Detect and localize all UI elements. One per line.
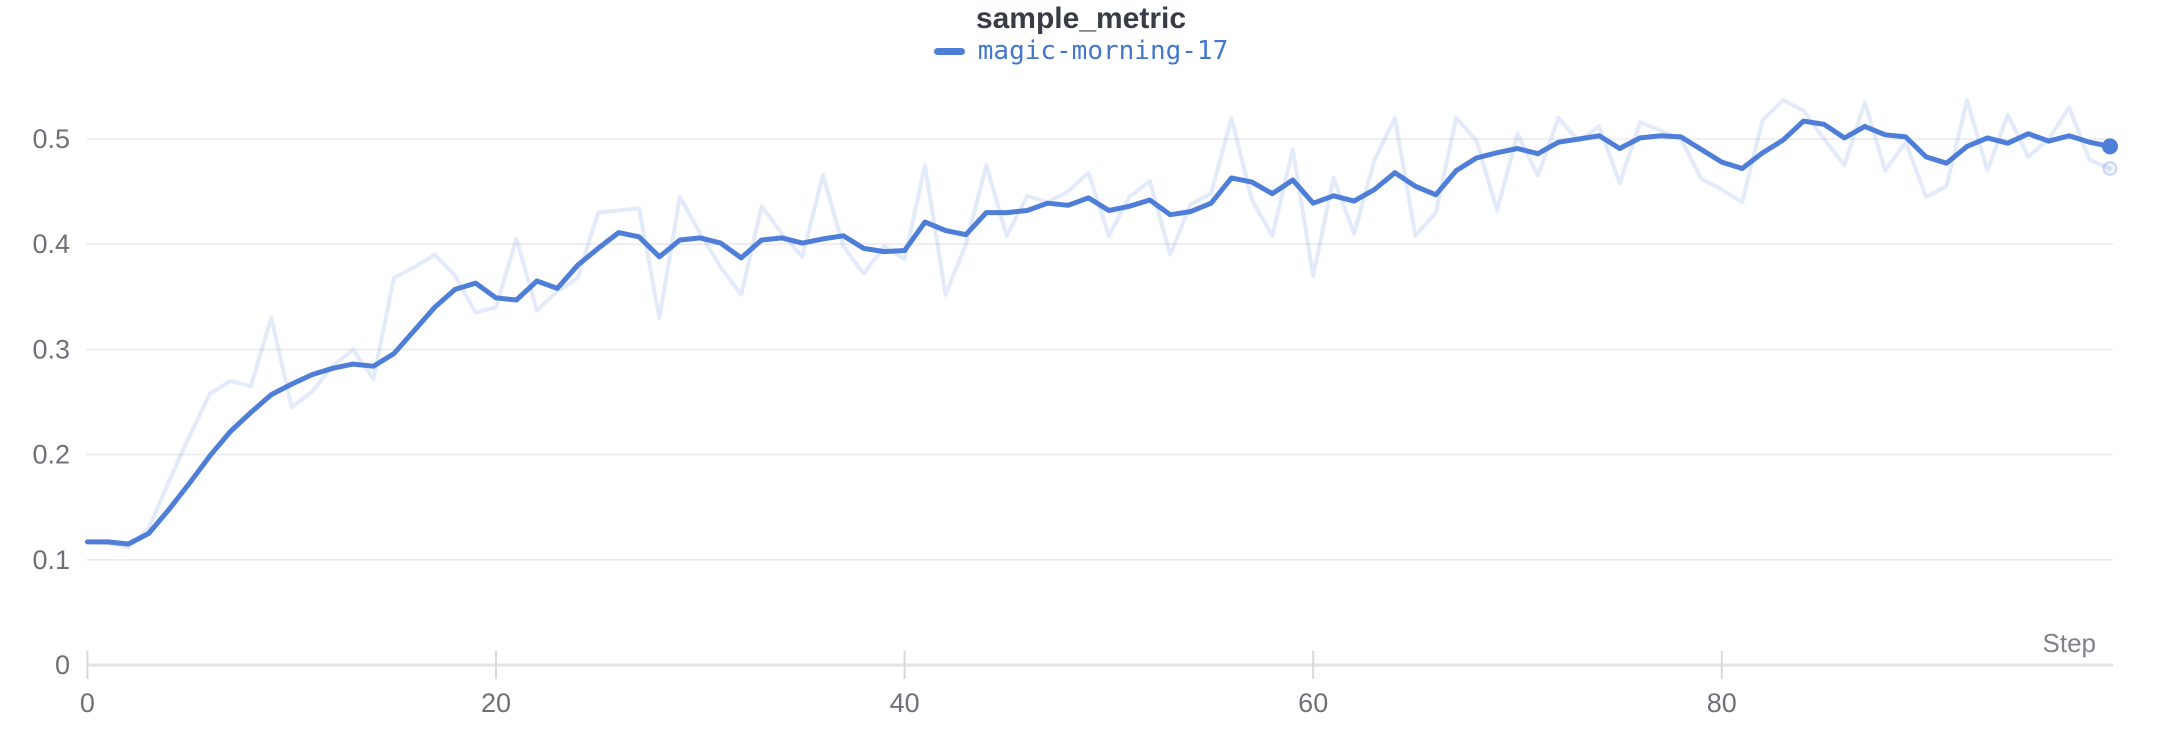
y-tick-label: 0.4 xyxy=(32,229,70,259)
last-point-dot[interactable] xyxy=(2101,138,2118,155)
raw-last-point-dot[interactable] xyxy=(2102,160,2118,176)
y-tick-label: 0.3 xyxy=(32,334,70,364)
x-tick-label: 40 xyxy=(890,688,920,718)
chart-title: sample_metric xyxy=(975,2,1187,35)
x-axis-label: Step xyxy=(2043,628,2097,658)
y-tick-label: 0.5 xyxy=(32,124,70,154)
x-tick-label: 0 xyxy=(80,688,95,718)
x-tick-label: 80 xyxy=(1707,688,1737,718)
y-tick-label: 0.2 xyxy=(32,440,70,470)
y-tick-label: 0 xyxy=(55,650,70,680)
legend[interactable]: magic-morning-17 xyxy=(0,36,2162,66)
x-tick-label: 20 xyxy=(481,688,511,718)
legend-line-swatch xyxy=(933,47,965,55)
x-tick-label: 60 xyxy=(1298,688,1328,718)
raw-series-line[interactable] xyxy=(85,98,2112,550)
smoothed-series-line[interactable] xyxy=(84,118,2113,547)
y-tick-label: 0.1 xyxy=(32,545,70,575)
legend-run-name: magic-morning-17 xyxy=(977,36,1229,66)
